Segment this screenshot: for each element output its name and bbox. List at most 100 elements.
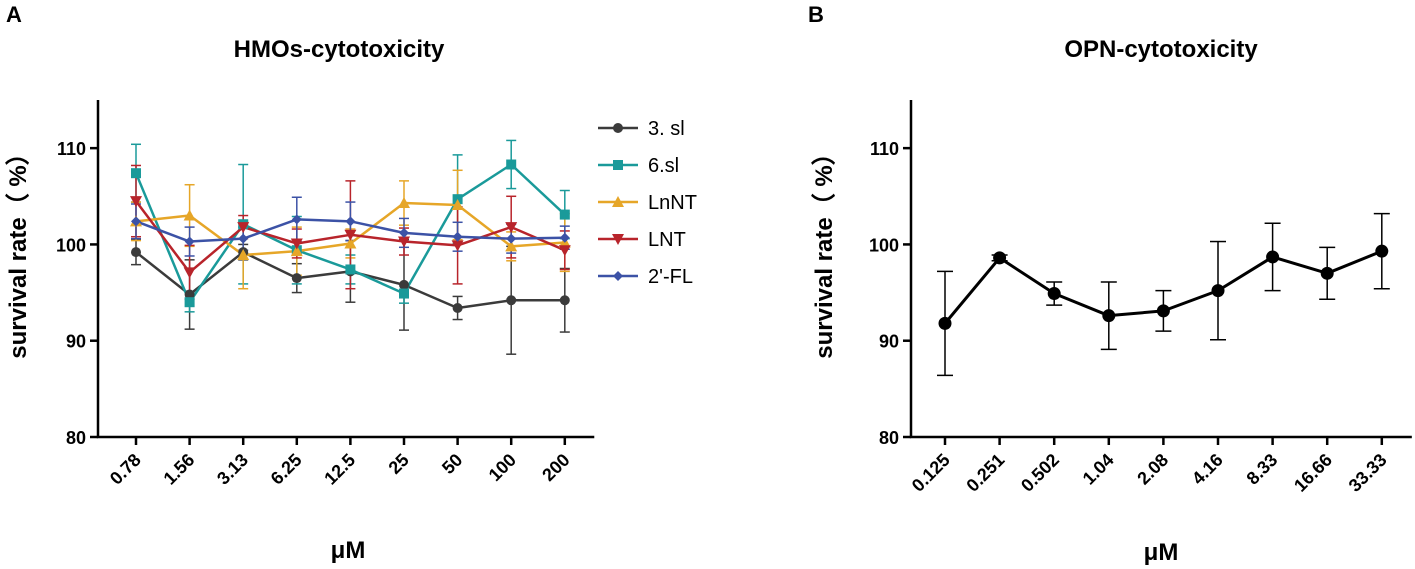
panel-a-data-point	[344, 237, 357, 249]
panel-a-data-point	[451, 198, 464, 210]
panel-a-data-point	[398, 236, 410, 248]
panel-a-x-tick-label: 25	[385, 450, 413, 478]
panel-a-data-point	[452, 302, 463, 313]
panel-a-data-point	[559, 209, 570, 220]
panel-a-legend-label: 2'-FL	[648, 266, 693, 288]
panel-a-markers	[130, 159, 571, 313]
panel-a-legend-marker	[613, 160, 623, 170]
panel-a-data-point	[184, 236, 195, 247]
panel-a-data-point	[184, 289, 195, 300]
panel-a-legend-marker	[613, 271, 623, 281]
panel-a-legend-item: 2'-FL	[598, 266, 693, 288]
panel-b-axes: 80 90 100 110 0.125 0.251 0.502 1.04 2.08 4.16 8.3…	[869, 100, 1412, 496]
panel-b-data-point	[1320, 266, 1334, 280]
panel-a-legend-label: 3. sl	[648, 118, 685, 140]
panel-b-data-point	[938, 316, 952, 330]
panel-a-legend-label: LnNT	[648, 192, 697, 214]
panel-b-y-tick-label: 90	[879, 332, 899, 352]
panel-b: B OPN-cytotoxicity survival rate（ %） μM …	[808, 2, 1412, 566]
panel-a-data-point	[131, 168, 141, 179]
panel-b-y-tick-label: 110	[870, 139, 899, 159]
panel-a-data-point	[291, 273, 302, 284]
panel-a-data-point	[237, 249, 250, 261]
panel-a-x-tick-label: 0.78	[106, 450, 145, 489]
panel-a-x-tick-label: 3.13	[213, 450, 252, 489]
panel-a-title: HMOs-cytotoxicity	[234, 36, 445, 63]
panel-a-data-point	[505, 240, 518, 252]
panel-a-data-point	[238, 233, 249, 244]
panel-a-data-point	[452, 231, 463, 242]
panel-b-title: OPN-cytotoxicity	[1064, 36, 1258, 63]
panel-b-data-point	[1102, 309, 1116, 323]
panel-a-data-point	[344, 229, 357, 241]
panel-a-data-point	[505, 222, 518, 234]
panel-b-data-point	[1047, 287, 1061, 301]
panel-a-y-axis-title: survival rate（ %）	[5, 141, 32, 358]
panel-a-legend-item: 3. sl	[598, 118, 685, 140]
panel-b-x-tick-label: 1.04	[1079, 450, 1118, 489]
panel-a-data-point	[506, 159, 517, 170]
panel-b-letter: B	[808, 2, 824, 27]
panel-a-data-point	[345, 216, 356, 227]
panel-a-data-point	[291, 214, 302, 225]
panel-b-data-point	[1375, 244, 1389, 258]
panel-a-x-tick-label: 200	[538, 450, 573, 485]
panel-a-data-point	[184, 297, 195, 308]
panel-b-data-point	[993, 251, 1007, 265]
panel-a-data-point	[558, 245, 571, 257]
panel-a-data-point	[399, 279, 409, 290]
panel-a-data-point	[559, 295, 570, 306]
panel-a-legend-marker	[612, 196, 624, 207]
panel-a-data-point	[559, 232, 570, 243]
panel-b-data-point	[1211, 284, 1225, 298]
panel-a-data-point	[131, 216, 141, 227]
panel-b-y-tick-label: 80	[879, 428, 899, 448]
panel-a-legend: 3. sl 6.sl LnNT LNT 2'-FL	[598, 118, 697, 288]
panel-b-data-point	[1156, 304, 1170, 318]
panel-a-x-tick-label: 12.5	[320, 450, 359, 489]
panel-b-y-axis-title: survival rate（ %）	[811, 141, 838, 358]
panel-a-x-axis-title: μM	[331, 537, 366, 564]
panel-b-y-tick-label: 100	[869, 235, 899, 255]
panel-a-data-point	[506, 233, 517, 244]
panel-a-x-tick-label: 6.25	[267, 450, 306, 489]
panel-a-data-point	[399, 288, 409, 299]
panel-a-data-point	[506, 295, 517, 306]
panel-a-data-point	[183, 209, 196, 221]
panel-a-data-point	[451, 240, 464, 252]
panel-a-legend-marker	[612, 234, 624, 245]
panel-a-y-tick-label: 100	[56, 235, 86, 255]
panel-a-data-point	[290, 238, 303, 250]
panel-a-data-point	[290, 245, 303, 257]
panel-b-data-point	[1266, 250, 1280, 264]
panel-b-x-tick-label: 16.66	[1290, 450, 1336, 496]
panel-a-legend-item: LnNT	[598, 192, 697, 214]
panel-a-data-point	[399, 227, 409, 238]
panel-a-x-tick-label: 1.56	[160, 450, 199, 489]
panel-a-y-tick-label: 110	[57, 139, 86, 159]
panel-b-x-tick-label: 4.16	[1188, 450, 1227, 489]
panel-b-x-tick-label: 0.125	[908, 450, 954, 496]
panel-a-legend-marker	[613, 123, 623, 133]
panel-b-x-tick-label: 0.502	[1017, 450, 1063, 496]
panel-b-x-tick-label: 2.08	[1133, 450, 1172, 489]
panel-a-data-point	[345, 264, 356, 275]
panel-b-x-tick-label: 33.33	[1345, 450, 1391, 496]
panel-a-x-tick-label: 50	[438, 450, 466, 478]
panel-a-legend-item: LNT	[598, 229, 686, 251]
panel-b-x-axis-title: μM	[1144, 539, 1179, 566]
panel-a-data-point	[237, 222, 250, 234]
panel-b-x-tick-label: 0.251	[962, 450, 1008, 496]
panel-b-error-bars	[937, 212, 1390, 377]
panel-a-data-point	[130, 196, 142, 208]
panel-b-x-tick-label: 8.33	[1243, 450, 1282, 489]
panel-a-data-point	[131, 247, 141, 258]
panel-a-data-point	[398, 197, 410, 209]
panel-a-y-tick-label: 80	[66, 428, 86, 448]
panel-a: A HMOs-cytotoxicity survival rate（ %） μM…	[5, 2, 697, 564]
panel-a-letter: A	[6, 2, 22, 27]
panel-a-legend-label: LNT	[648, 229, 686, 251]
panel-a-data-point	[183, 267, 196, 279]
panel-b-markers	[938, 244, 1389, 330]
